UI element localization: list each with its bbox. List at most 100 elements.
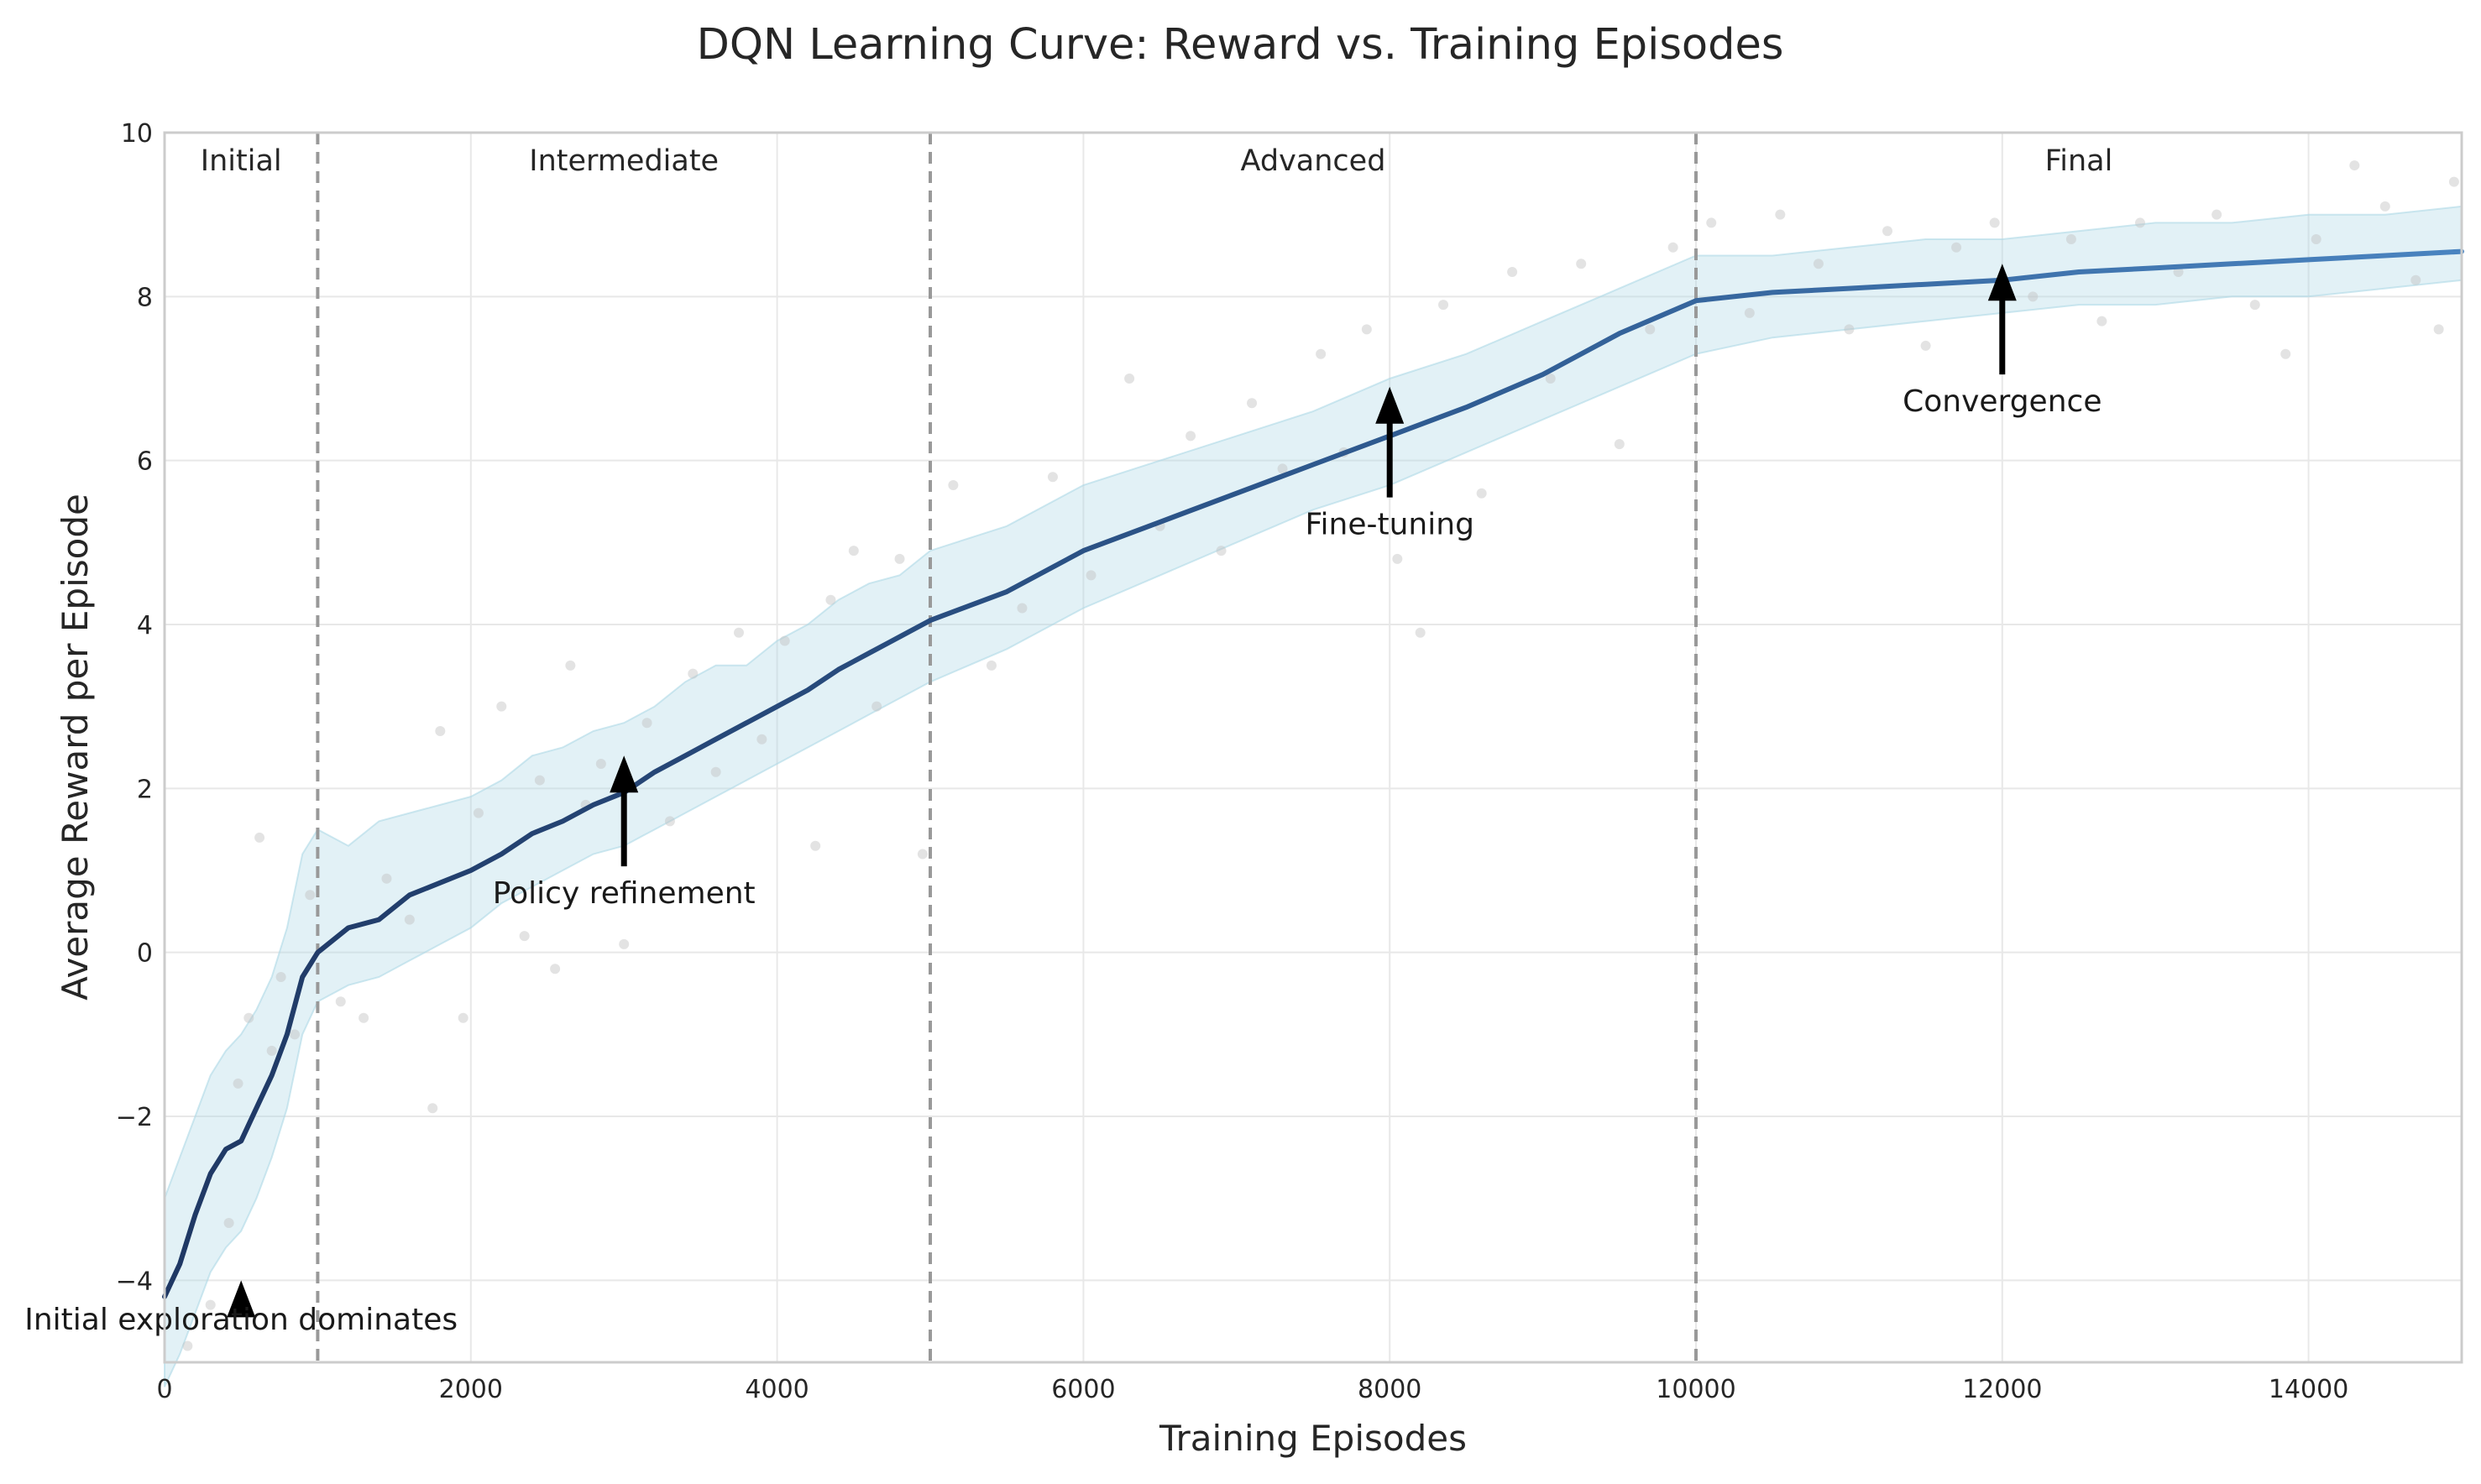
annotation-arrow-head (227, 1280, 256, 1318)
scatter-point (1247, 398, 1258, 409)
y-tick-label: 0 (137, 939, 153, 969)
scatter-point (182, 1340, 193, 1351)
scatter-point (2280, 348, 2291, 359)
scatter-point (534, 775, 545, 786)
scatter-point (1277, 463, 1288, 474)
scatter-point (1951, 242, 1962, 253)
scatter-point (664, 816, 675, 827)
scatter-point (1361, 324, 1372, 335)
scatter-point (550, 964, 561, 975)
reward-line (162, 248, 2464, 1299)
y-tick-label: −4 (116, 1267, 153, 1296)
scatter-point (1545, 374, 1556, 384)
scatter-point (1017, 603, 1028, 614)
scatter-point (1047, 472, 1058, 483)
scatter-point (305, 890, 316, 901)
scatter-point (848, 546, 859, 556)
scatter-point (290, 1029, 301, 1040)
scatter-point (2173, 267, 2184, 278)
scatter-point (825, 594, 836, 605)
scatter-point (205, 1299, 216, 1310)
scatter-point (2134, 217, 2145, 228)
scatter-point (266, 1045, 277, 1056)
annotation-arrow-head (610, 755, 639, 793)
plot-background (165, 133, 2462, 1362)
scatter-point (894, 553, 905, 564)
grid-lines (164, 132, 2462, 1362)
scatter-point (734, 627, 744, 638)
scatter-point (2379, 201, 2390, 212)
scatter-point (1813, 259, 1824, 269)
scatter-point (986, 660, 997, 671)
x-tick-label: 8000 (1358, 1375, 1421, 1404)
y-tick-label: 8 (137, 283, 153, 312)
scatter-point (1882, 226, 1892, 237)
scatter-point (1576, 259, 1587, 269)
scatter-point (2349, 160, 2360, 171)
scatter-point (641, 718, 652, 729)
scatter-point (779, 635, 790, 646)
scatter-point (2448, 176, 2459, 187)
scatter-point (458, 1012, 468, 1023)
annotation: Policy refinement (493, 755, 756, 911)
scatter-point (427, 1103, 438, 1114)
scatter-point (435, 725, 446, 736)
phase-dividers (316, 133, 1698, 1362)
x-tick-label: 14000 (2269, 1375, 2348, 1404)
phase-labels: Initial Intermediate Advanced Final (201, 144, 2113, 178)
phase-label: Advanced (1241, 144, 1386, 178)
scatter-point (1476, 488, 1487, 499)
scatter-point (223, 1217, 234, 1228)
scatter-point (1124, 374, 1135, 384)
scatter-point (2065, 233, 2076, 244)
annotation-label: Fine-tuning (1305, 508, 1473, 542)
annotation-label: Convergence (1903, 384, 2102, 419)
scatter-point (1989, 217, 2000, 228)
annotation-label: Initial exploration dominates (24, 1303, 458, 1337)
plot-frame (163, 131, 2463, 1364)
scatter-point (2211, 209, 2222, 220)
x-tick-label: 4000 (745, 1375, 809, 1404)
annotation: Fine-tuning (1305, 386, 1474, 542)
scatter-point (1438, 300, 1449, 311)
scatter-point (810, 840, 821, 851)
scatter-point (1775, 209, 1786, 220)
scatter-point (335, 996, 346, 1007)
x-tick-label: 12000 (1962, 1375, 2042, 1404)
scatter-point (2311, 233, 2321, 244)
scatter-point (565, 660, 576, 671)
y-tick-label: 4 (137, 611, 153, 640)
scatter-point (1186, 431, 1196, 442)
y-tick-label: 2 (137, 775, 153, 804)
scatter-point (1086, 570, 1097, 581)
scatter-point (275, 971, 286, 982)
scatter-point (2028, 291, 2039, 302)
scatter-point (233, 1078, 243, 1089)
scatter-point (2433, 324, 2444, 335)
scatter-point (1216, 546, 1227, 556)
phase-label: Intermediate (529, 144, 719, 178)
x-axis-title: Training Episodes (1159, 1418, 1467, 1459)
annotation: Convergence (1903, 264, 2102, 419)
scatter-point (917, 849, 928, 860)
scatter-point (1667, 242, 1678, 253)
scatter-point (381, 873, 392, 884)
y-axis-ticks: −4 −2 0 2 4 6 8 10 (116, 119, 153, 1296)
scatter-point (1744, 307, 1755, 318)
scatter-point (243, 1012, 254, 1023)
scatter-point (1920, 340, 1931, 351)
x-axis-ticks: 0 2000 4000 6000 8000 10000 12000 14000 (156, 1375, 2348, 1404)
scatter-point (404, 914, 415, 925)
annotation-arrow-head (1375, 386, 1405, 424)
scatter-point (871, 701, 882, 712)
scatter-point (619, 938, 630, 949)
annotation-label: Policy refinement (493, 876, 756, 911)
scatter-point (254, 832, 265, 843)
y-tick-label: 10 (121, 119, 153, 149)
chart-title: DQN Learning Curve: Reward vs. Training … (697, 20, 1784, 70)
scatter-point (710, 766, 721, 777)
x-tick-label: 2000 (439, 1375, 503, 1404)
x-tick-label: 6000 (1051, 1375, 1115, 1404)
scatter-point (1392, 553, 1403, 564)
scatter-point (1645, 324, 1656, 335)
